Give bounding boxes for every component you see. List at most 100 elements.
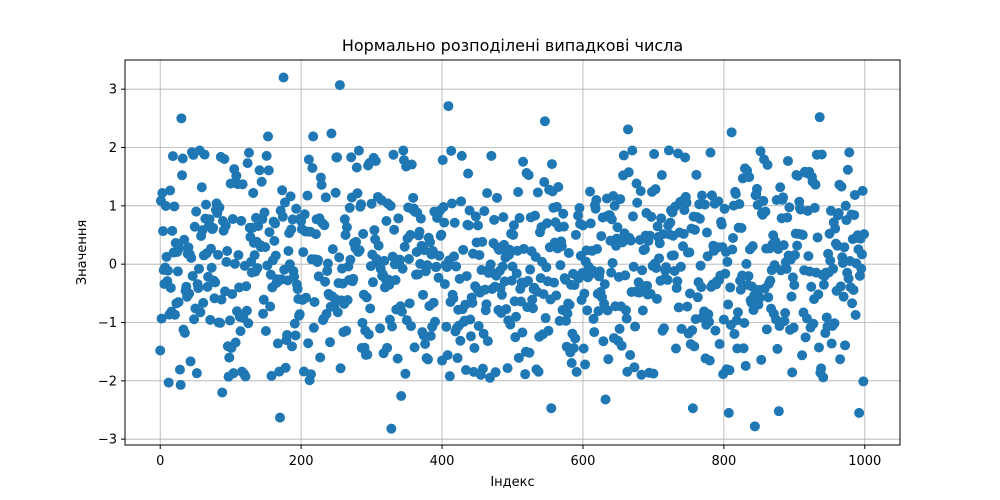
data-point xyxy=(697,190,708,201)
data-point xyxy=(840,340,851,351)
data-point xyxy=(227,289,238,300)
data-point xyxy=(839,242,850,253)
data-point xyxy=(353,145,364,156)
data-point xyxy=(210,277,221,288)
data-point xyxy=(330,187,341,198)
data-point xyxy=(520,369,531,380)
data-point xyxy=(428,297,439,308)
data-point xyxy=(761,324,772,335)
data-point xyxy=(243,318,254,329)
data-point xyxy=(821,312,832,323)
data-point xyxy=(658,323,669,334)
data-point xyxy=(627,211,638,222)
data-point xyxy=(165,185,176,196)
data-point xyxy=(259,207,270,218)
data-point xyxy=(341,325,352,336)
data-point xyxy=(620,270,631,281)
data-point xyxy=(474,250,485,261)
data-point xyxy=(780,308,791,319)
data-point xyxy=(479,206,490,217)
data-point xyxy=(689,341,700,352)
data-point xyxy=(668,250,679,261)
data-point xyxy=(730,188,741,199)
data-point xyxy=(858,376,869,387)
data-point xyxy=(334,252,345,263)
data-point xyxy=(856,263,867,274)
data-point xyxy=(511,311,522,322)
data-point xyxy=(568,343,579,354)
data-point xyxy=(812,232,823,243)
data-point xyxy=(763,292,774,303)
data-point xyxy=(606,214,617,225)
data-point xyxy=(320,276,331,287)
data-point xyxy=(723,299,734,310)
data-point xyxy=(470,211,481,222)
data-point xyxy=(465,331,476,342)
data-point xyxy=(539,116,550,127)
data-point xyxy=(344,202,355,213)
data-point xyxy=(482,188,493,199)
data-point xyxy=(782,155,793,166)
data-point xyxy=(498,212,509,223)
data-point xyxy=(455,335,466,346)
plot-area-frame xyxy=(124,59,901,446)
data-point xyxy=(599,279,610,290)
data-point xyxy=(219,154,230,165)
data-point xyxy=(685,288,696,299)
data-point xyxy=(525,264,536,275)
data-point xyxy=(351,236,362,247)
data-point xyxy=(241,281,252,292)
x-tick-label: 0 xyxy=(156,454,164,469)
data-point xyxy=(434,250,445,261)
data-point xyxy=(523,170,534,181)
data-point xyxy=(623,124,634,135)
y-tick-label: 0 xyxy=(109,258,117,273)
data-point xyxy=(603,354,614,365)
data-point xyxy=(346,152,357,163)
data-point xyxy=(849,189,860,200)
data-point xyxy=(784,202,795,213)
data-point xyxy=(172,266,183,277)
data-point xyxy=(835,354,846,365)
data-point xyxy=(542,218,553,229)
x-tick-label: 1000 xyxy=(848,454,881,469)
data-point xyxy=(743,271,754,282)
data-point xyxy=(156,313,167,324)
data-point xyxy=(482,336,493,347)
data-point xyxy=(439,279,450,290)
data-point xyxy=(541,262,552,273)
data-point xyxy=(357,317,368,328)
data-point xyxy=(628,261,639,272)
data-point xyxy=(221,256,232,267)
data-point xyxy=(235,326,246,337)
data-point xyxy=(725,282,736,293)
data-point xyxy=(298,247,309,258)
data-point xyxy=(270,250,281,261)
data-point xyxy=(478,328,489,339)
data-point xyxy=(265,301,276,312)
data-point xyxy=(236,215,247,226)
data-point xyxy=(456,150,467,161)
data-point xyxy=(648,368,659,379)
data-points xyxy=(155,72,870,434)
data-point xyxy=(373,240,384,251)
data-point xyxy=(301,292,312,303)
data-point xyxy=(618,150,629,161)
data-point xyxy=(322,258,333,269)
data-point xyxy=(186,252,197,263)
data-point xyxy=(258,294,269,305)
data-point xyxy=(456,196,467,207)
data-point xyxy=(830,223,841,234)
data-point xyxy=(695,260,706,271)
data-point xyxy=(687,403,698,414)
data-point xyxy=(354,245,365,256)
data-point xyxy=(630,321,641,332)
data-point xyxy=(789,279,800,290)
data-point xyxy=(627,145,638,156)
data-point xyxy=(818,279,829,290)
data-point xyxy=(758,195,769,206)
data-point xyxy=(162,265,173,276)
data-point xyxy=(189,314,200,325)
x-tick-label: 800 xyxy=(711,454,736,469)
data-point xyxy=(433,272,444,283)
